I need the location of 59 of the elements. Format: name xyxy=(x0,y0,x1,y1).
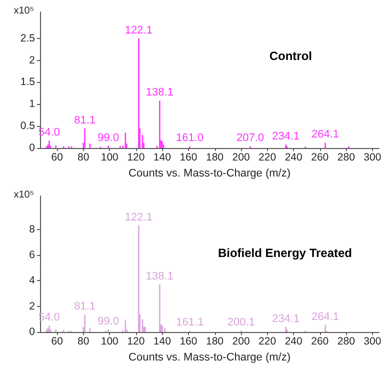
x-tick-label: 60 xyxy=(51,336,64,348)
annotation: 264.1 xyxy=(311,128,340,141)
x-tick-label: 140 xyxy=(153,336,172,348)
x-tick-label: 180 xyxy=(206,336,224,348)
y-tick-label: 4 xyxy=(29,274,36,287)
x-tick-label: 200 xyxy=(232,336,250,348)
x-tick-label: 120 xyxy=(127,152,145,164)
annotation: 161.1 xyxy=(176,316,204,329)
x-tick-label: 200 xyxy=(232,152,250,164)
annotation: 122.1 xyxy=(124,24,152,36)
y-tick-label: 0 xyxy=(29,142,36,154)
y-tick-label: 0.5 xyxy=(20,120,36,132)
text: Biofield Energy Treated xyxy=(218,246,352,260)
y-tick-label: 6 xyxy=(29,249,36,262)
y-tick-label: 0 xyxy=(29,326,36,338)
x-tick-label: 120 xyxy=(127,336,145,348)
annotation: 138.1 xyxy=(146,86,174,99)
x-tick-label: 180 xyxy=(206,152,224,164)
x-axis-title: Counts vs. Mass-to-Charge (m/z) xyxy=(128,352,290,364)
x-tick-label: 100 xyxy=(100,152,119,164)
x-tick-label: 140 xyxy=(153,152,172,164)
x-tick-label: 300 xyxy=(364,336,382,348)
annotation: 234.1 xyxy=(272,130,300,142)
x-tick-label: 300 xyxy=(364,152,382,164)
x-axis-title: Counts vs. Mass-to-Charge (m/z) xyxy=(128,168,290,180)
y-axis-title: x10⁵ xyxy=(14,190,34,200)
x-tick-label: 280 xyxy=(337,152,356,164)
y-tick-label: 8 xyxy=(29,223,36,236)
x-tick-label: 260 xyxy=(311,336,329,348)
x-tick-label: 260 xyxy=(311,152,329,164)
annotation: 200.1 xyxy=(227,316,255,329)
y-tick-label: 1 xyxy=(29,98,36,110)
x-tick-label: 60 xyxy=(51,152,64,164)
x-tick-label: 160 xyxy=(180,152,198,164)
x-tick-label: 220 xyxy=(258,336,276,348)
annotation: 122.1 xyxy=(124,212,152,224)
x-tick-label: 80 xyxy=(78,152,90,164)
annotation: 207.0 xyxy=(236,132,264,144)
annotation: 99.0 xyxy=(98,132,120,144)
y-tick-label: 1.5 xyxy=(20,76,36,88)
x-tick-label: 240 xyxy=(284,336,303,348)
annotation: 81.1 xyxy=(74,300,96,313)
annotation: 81.1 xyxy=(74,114,96,126)
annotation: 234.1 xyxy=(272,312,300,325)
x-tick-label: 100 xyxy=(100,336,119,348)
y-tick-label: 2.5 xyxy=(20,32,36,44)
annotation: 138.1 xyxy=(146,270,174,283)
y-tick-label: 2 xyxy=(29,54,36,66)
y-axis-title: x10⁵ xyxy=(14,6,34,16)
x-tick-label: 280 xyxy=(337,336,356,348)
text: Control xyxy=(269,49,312,63)
y-tick-label: 2 xyxy=(29,300,36,312)
annotation: 99.0 xyxy=(98,315,120,328)
x-tick-label: 240 xyxy=(284,152,303,164)
annotation: 264.1 xyxy=(311,310,340,323)
x-tick-label: 160 xyxy=(180,336,198,348)
x-tick-label: 80 xyxy=(78,336,90,348)
x-tick-label: 220 xyxy=(258,152,276,164)
annotation: 161.0 xyxy=(176,132,204,144)
